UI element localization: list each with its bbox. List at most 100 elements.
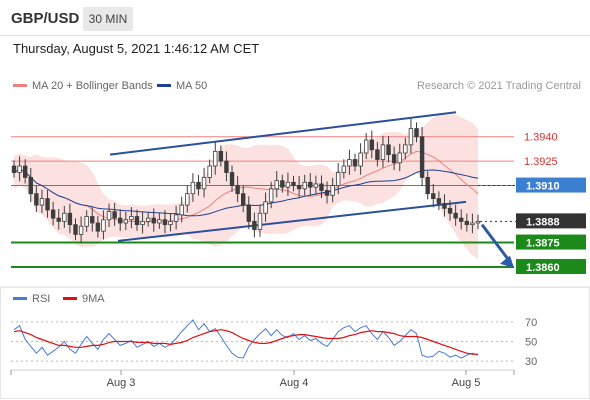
candle (90, 206, 95, 232)
candle (39, 189, 45, 214)
candle (285, 172, 291, 196)
x-tick-label: Aug 4 (280, 377, 309, 389)
candle (431, 184, 436, 208)
candle (213, 141, 218, 175)
bollinger-band (14, 114, 478, 259)
ma50-swatch (157, 83, 171, 87)
candle (101, 210, 106, 240)
ma50-legend-label: MA 50 (176, 80, 208, 92)
ma20-swatch (13, 83, 27, 87)
ma20-legend-label: MA 20 + Bollinger Bands (32, 80, 153, 92)
chart-datetime: Thursday, August 5, 2021 1:46:12 AM CET (13, 41, 260, 56)
timeframe-button[interactable]: 30 MIN (83, 7, 133, 31)
rsi-swatch (13, 296, 27, 300)
candle (263, 192, 268, 222)
candle (207, 159, 212, 184)
candle (11, 160, 17, 178)
candle (56, 208, 61, 230)
candle (168, 213, 173, 232)
candle (190, 173, 196, 202)
x-tick-label: Aug 3 (107, 377, 136, 389)
candle (464, 213, 470, 232)
price-tag-1.3875 (516, 234, 586, 250)
candle (45, 190, 50, 218)
candle (380, 135, 386, 168)
candle (22, 159, 28, 184)
candle (157, 213, 162, 229)
candle (229, 165, 235, 192)
candle (352, 153, 358, 172)
candle (291, 175, 296, 192)
x-tick-label: Aug 5 (452, 377, 481, 389)
candle (453, 204, 458, 226)
candle (84, 210, 89, 232)
price-tag-label-1.3910: 1.3910 (526, 181, 560, 193)
candle (235, 176, 240, 203)
candle (179, 196, 184, 223)
x-axis: Aug 3 Aug 4 Aug 5 (0, 287, 590, 399)
candle (145, 212, 151, 227)
candle (34, 185, 39, 213)
toolbar: GBP/USD 30 MIN (0, 0, 590, 36)
rsi-tick-label: 50 (525, 336, 537, 348)
candle (67, 203, 73, 234)
trend-channel-layer (109, 111, 514, 268)
candle (475, 214, 481, 230)
price-tag-label-1.3888: 1.3888 (526, 216, 560, 228)
candle (62, 205, 67, 228)
candle (403, 137, 408, 160)
candle (470, 213, 475, 234)
rsi-ma-swatch (63, 296, 77, 300)
candle (134, 209, 140, 231)
price-tag-1.3910 (516, 177, 586, 193)
candle (268, 181, 274, 209)
candle (330, 177, 335, 203)
legend-rsi: RSI (13, 293, 50, 305)
candle (391, 146, 397, 171)
candle (324, 181, 330, 204)
candle (336, 163, 341, 195)
candle (375, 141, 380, 167)
price-level-label-1.3940: 1.3940 (524, 132, 558, 144)
price-tag-label-1.3875: 1.3875 (526, 238, 560, 250)
candle (363, 133, 369, 160)
forecast-arrow (480, 223, 511, 262)
rsi-ma-legend-label: 9MA (82, 293, 105, 305)
candle (459, 209, 464, 230)
candle (129, 207, 134, 229)
price-tag-label-1.3860: 1.3860 (526, 262, 560, 274)
candle (196, 174, 201, 196)
candle (408, 118, 414, 154)
candle (274, 170, 279, 198)
rsi-tick-label: 30 (525, 356, 537, 368)
candle (358, 143, 363, 175)
symbol-label[interactable]: GBP/USD (11, 10, 80, 27)
forecast-arrow-head (500, 255, 514, 268)
candle (414, 122, 419, 143)
legend-ma50: MA 50 (157, 80, 207, 92)
candle (112, 202, 117, 226)
rsi-ma-line (13, 329, 478, 355)
candle (78, 216, 84, 244)
candle (447, 200, 453, 221)
rsi-panel: 70 50 30 (0, 286, 590, 368)
candle (241, 185, 246, 213)
candle (302, 174, 307, 196)
candle (106, 203, 112, 228)
channel-lower-line (117, 200, 467, 242)
candle (257, 205, 263, 237)
rsi-tick-label: 70 (525, 317, 537, 329)
price-tag-1.3860 (516, 258, 586, 274)
candle (319, 175, 324, 199)
candles-layer (11, 118, 481, 244)
legend-rsi-ma: 9MA (63, 293, 105, 305)
candle (436, 191, 442, 211)
candle (28, 167, 33, 203)
candle (296, 175, 302, 198)
channel-upper-line (109, 111, 457, 156)
rsi-legend-label: RSI (32, 293, 51, 305)
candle (140, 211, 145, 234)
candle (201, 167, 207, 198)
candle (118, 209, 123, 231)
